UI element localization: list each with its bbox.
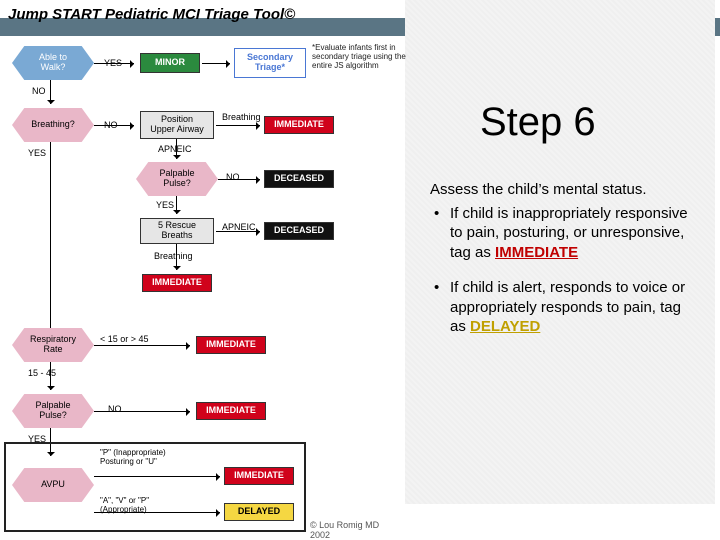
node-position-airway: Position Upper Airway [140, 111, 214, 139]
tag-deceased: DECEASED [264, 170, 334, 188]
tag-immediate: IMMEDIATE [264, 116, 334, 134]
tag-delayed: DELAYED [224, 503, 294, 521]
arrow-icon [176, 139, 177, 159]
label-yes: YES [28, 148, 46, 158]
arrow-icon [50, 142, 51, 342]
label-no: NO [108, 404, 122, 414]
node-breathing: Breathing? [12, 108, 94, 142]
tag-immediate: IMMEDIATE [196, 336, 266, 354]
label-breathing: Breathing [222, 112, 261, 122]
label-p-posturing: "P" (Inappropriate) Posturing or "U" [100, 448, 166, 466]
tool-title: Jump START Pediatric MCI Triage Tool© [8, 6, 295, 23]
tag-deceased: DECEASED [264, 222, 334, 240]
label-breathing: Breathing [154, 251, 193, 261]
arrow-icon [50, 362, 51, 390]
tag-immediate: IMMEDIATE [142, 274, 212, 292]
tag-immediate: IMMEDIATE [196, 402, 266, 420]
label-1545: 15 - 45 [28, 368, 56, 378]
arrow-icon [94, 512, 220, 513]
node-respiratory-rate: Respiratory Rate [12, 328, 94, 362]
tag-immediate: IMMEDIATE [224, 467, 294, 485]
label-yes: YES [156, 200, 174, 210]
node-palpable-pulse-2: Palpable Pulse? [12, 394, 94, 428]
arrow-icon [94, 125, 134, 126]
node-palpable-pulse-1: Palpable Pulse? [136, 162, 218, 196]
arrow-icon [202, 63, 230, 64]
node-secondary-triage: Secondary Triage* [234, 48, 306, 78]
arrow-icon [216, 125, 260, 126]
asterisk-note: *Evaluate infants first in secondary tri… [312, 44, 412, 70]
label-apneic: APNEIC [158, 144, 192, 154]
node-rescue-breaths: 5 Rescue Breaths [140, 218, 214, 244]
node-able-to-walk: Able to Walk? [12, 46, 94, 80]
label-no: NO [226, 172, 240, 182]
arrow-icon [94, 476, 220, 477]
node-avpu: AVPU [12, 468, 94, 502]
tag-minor: MINOR [140, 53, 200, 73]
arrow-icon [176, 196, 177, 214]
label-no: NO [32, 86, 46, 96]
arrow-icon [94, 63, 134, 64]
arrow-icon [218, 179, 260, 180]
label-lt15: < 15 or > 45 [100, 334, 149, 344]
arrow-icon [216, 231, 260, 232]
arrow-icon [94, 345, 190, 346]
arrow-icon [94, 411, 190, 412]
credit-line: © Lou Romig MD 2002 [310, 520, 380, 540]
flowchart-area: Able to Walk? YES MINOR Secondary Triage… [0, 36, 720, 540]
arrow-icon [176, 244, 177, 270]
arrow-icon [50, 80, 51, 104]
